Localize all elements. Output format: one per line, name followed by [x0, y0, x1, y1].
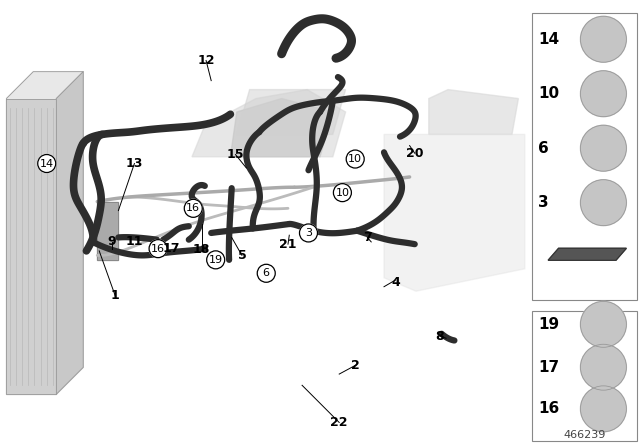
Text: 9: 9 — [108, 235, 116, 249]
Circle shape — [184, 199, 202, 217]
Text: 4: 4 — [391, 276, 400, 289]
Circle shape — [580, 180, 627, 226]
Text: 3: 3 — [538, 195, 549, 210]
Polygon shape — [6, 99, 56, 394]
Polygon shape — [548, 248, 627, 260]
Text: 11: 11 — [125, 235, 143, 249]
Polygon shape — [56, 72, 83, 394]
Circle shape — [300, 224, 317, 242]
Circle shape — [346, 150, 364, 168]
Circle shape — [580, 125, 627, 171]
Polygon shape — [384, 134, 525, 291]
Bar — [532, 311, 637, 441]
Polygon shape — [429, 90, 518, 134]
Polygon shape — [237, 90, 346, 134]
Text: 22: 22 — [330, 416, 348, 429]
Bar — [532, 13, 637, 300]
Circle shape — [580, 386, 627, 432]
Text: 18: 18 — [193, 243, 211, 257]
Text: 10: 10 — [348, 154, 362, 164]
Circle shape — [580, 71, 627, 116]
Polygon shape — [192, 90, 346, 157]
Text: 466239: 466239 — [563, 430, 606, 439]
Text: 20: 20 — [406, 146, 424, 160]
Text: 14: 14 — [40, 159, 54, 168]
Circle shape — [207, 251, 225, 269]
Text: 6: 6 — [263, 268, 269, 278]
Text: 6: 6 — [538, 141, 549, 156]
Text: 14: 14 — [538, 32, 559, 47]
Text: 17: 17 — [163, 242, 180, 255]
Text: 13: 13 — [125, 157, 143, 170]
Circle shape — [580, 344, 627, 390]
Polygon shape — [6, 72, 83, 99]
Text: 19: 19 — [209, 255, 223, 265]
Text: 17: 17 — [538, 360, 559, 375]
Circle shape — [38, 155, 56, 172]
Text: 5: 5 — [237, 249, 246, 262]
Circle shape — [149, 240, 167, 258]
Text: 10: 10 — [538, 86, 559, 101]
Circle shape — [257, 264, 275, 282]
Text: 16: 16 — [151, 244, 165, 254]
Circle shape — [580, 302, 627, 347]
Text: 3: 3 — [305, 228, 312, 238]
Text: 1: 1 — [111, 289, 120, 302]
Text: 10: 10 — [335, 188, 349, 198]
Text: 16: 16 — [186, 203, 200, 213]
Polygon shape — [97, 202, 118, 260]
Text: 8: 8 — [435, 329, 444, 343]
Text: 15: 15 — [227, 148, 244, 161]
Text: 19: 19 — [538, 317, 559, 332]
Text: 16: 16 — [538, 401, 560, 416]
Text: 2: 2 — [351, 358, 360, 372]
Circle shape — [580, 16, 627, 62]
Circle shape — [333, 184, 351, 202]
Text: 12: 12 — [197, 54, 215, 67]
Text: 7: 7 — [363, 231, 372, 244]
Polygon shape — [230, 99, 333, 157]
Text: 21: 21 — [279, 237, 297, 251]
